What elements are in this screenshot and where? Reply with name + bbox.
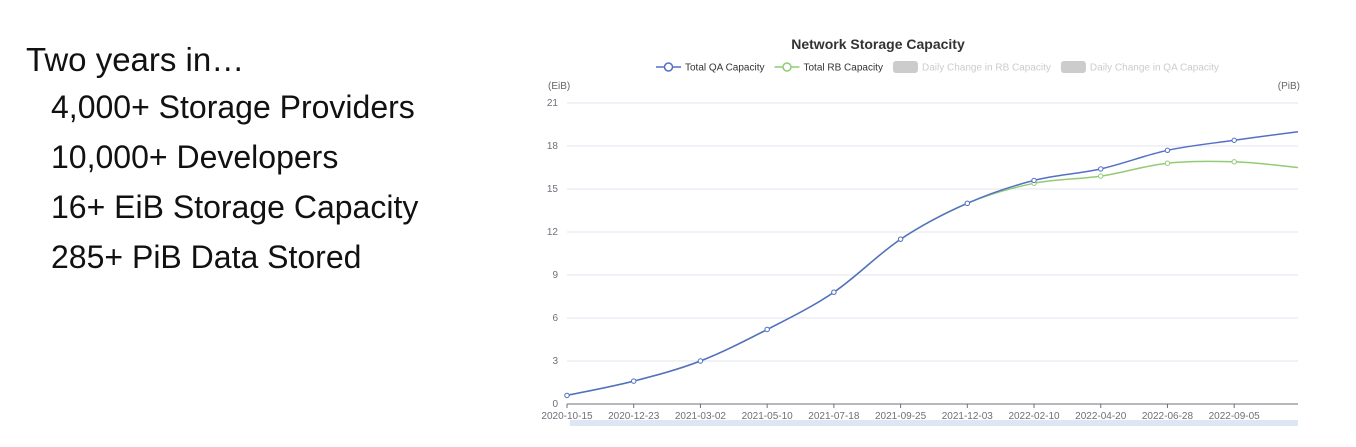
y-axis-label-right: (PiB)	[1278, 81, 1300, 92]
data-point-total-rb-capacity	[1098, 173, 1104, 179]
intro-panel: Two years in… 4,000+ Storage Providers 1…	[26, 38, 418, 282]
x-tick-label: 2022-09-05	[1209, 411, 1261, 422]
legend-bar-icon	[892, 61, 918, 73]
legend-label: Daily Change in RB Capacity	[922, 63, 1051, 74]
data-point-total-qa-capacity	[964, 200, 971, 207]
x-tick-label: 2021-12-03	[942, 411, 994, 422]
series-line-total-qa-capacity	[566, 130, 1299, 397]
data-point-total-rb-capacity	[1164, 160, 1171, 166]
y-tick-label: 0	[552, 399, 558, 410]
chart-legend: Total QA Capacity Total RB Capacity Daily …	[656, 61, 1219, 74]
x-tick-label: 2021-05-10	[742, 411, 794, 422]
y-tick-label: 15	[547, 184, 559, 195]
x-tick-label: 2021-03-02	[675, 411, 727, 422]
data-point-total-qa-capacity	[764, 326, 770, 333]
data-point-total-qa-capacity	[897, 236, 904, 242]
data-point-total-rb-capacity	[1231, 159, 1237, 165]
data-point-total-qa-capacity	[1031, 177, 1037, 184]
intro-heading: Two years in…	[26, 41, 245, 78]
stat-data-stored: 285+ PiB Data Stored	[51, 239, 362, 275]
legend-label: Daily Change in QA Capacity	[1090, 63, 1219, 74]
data-point-total-qa-capacity	[831, 289, 837, 295]
data-point-total-qa-capacity	[697, 358, 704, 364]
legend-bar-icon	[1060, 61, 1086, 73]
data-point-total-qa-capacity	[631, 378, 637, 384]
x-tick-label: 2022-02-10	[1008, 411, 1060, 422]
x-tick-label: 2022-06-28	[1142, 411, 1194, 422]
data-point-total-qa-capacity	[1231, 137, 1237, 143]
x-axis: 2020-10-15 2020-12-23 2021-03-02 2021-05-10…	[541, 404, 1260, 422]
series-line-total-rb-capacity	[566, 160, 1299, 397]
chart-grid	[567, 102, 1298, 405]
stat-storage-providers: 4,000+ Storage Providers	[51, 89, 415, 125]
y-tick-label: 18	[547, 141, 559, 152]
legend-item[interactable]: Total QA Capacity	[656, 62, 764, 74]
legend-marker-icon	[782, 62, 792, 72]
legend-item[interactable]: Total RB Capacity	[774, 62, 883, 74]
legend-item[interactable]: Daily Change in RB Capacity	[892, 61, 1051, 74]
x-tick-label: 2020-12-23	[608, 411, 660, 422]
data-zoom-slider[interactable]	[570, 420, 1298, 426]
y-axis: 0 3 6 9 12 15 18 21	[547, 98, 559, 410]
stat-developers: 10,000+ Developers	[51, 139, 339, 175]
y-tick-label: 3	[552, 356, 558, 367]
y-tick-label: 6	[552, 313, 558, 324]
y-tick-label: 21	[547, 98, 559, 109]
network-storage-chart: Network Storage Capacity Total QA Capaci…	[520, 28, 1320, 443]
x-tick-label: 2021-07-18	[808, 411, 860, 422]
chart-svg: Network Storage Capacity Total QA Capaci…	[541, 36, 1300, 426]
data-point-total-qa-capacity	[1164, 147, 1171, 154]
legend-item[interactable]: Daily Change in QA Capacity	[1060, 61, 1219, 74]
x-tick-label: 2022-04-20	[1075, 411, 1127, 422]
data-point-total-qa-capacity	[564, 392, 570, 399]
y-tick-label: 12	[547, 227, 559, 238]
legend-label: Total RB Capacity	[803, 63, 882, 74]
legend-marker-icon	[663, 62, 674, 72]
legend-label: Total QA Capacity	[685, 63, 764, 74]
data-point-total-qa-capacity	[1098, 166, 1104, 172]
y-axis-label-left: (EiB)	[548, 81, 570, 92]
y-tick-label: 9	[552, 270, 558, 281]
chart-title: Network Storage Capacity	[791, 36, 965, 52]
chart-series	[564, 130, 1299, 399]
stat-storage-capacity: 16+ EiB Storage Capacity	[51, 189, 419, 225]
x-tick-label: 2021-09-25	[875, 411, 927, 422]
x-tick-label: 2020-10-15	[541, 411, 593, 422]
